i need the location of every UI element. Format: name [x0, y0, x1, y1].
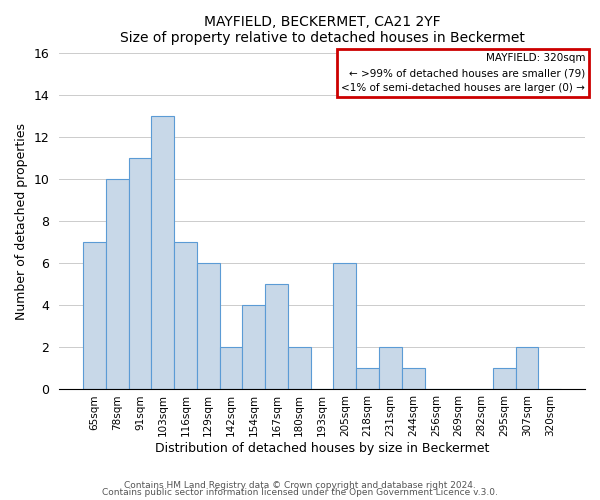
- Bar: [515, 348, 538, 390]
- Bar: [242, 306, 265, 390]
- Bar: [265, 284, 288, 390]
- Text: Contains public sector information licensed under the Open Government Licence v.: Contains public sector information licen…: [102, 488, 498, 497]
- Bar: [356, 368, 379, 390]
- Bar: [334, 264, 356, 390]
- Text: Contains HM Land Registry data © Crown copyright and database right 2024.: Contains HM Land Registry data © Crown c…: [124, 480, 476, 490]
- Bar: [83, 242, 106, 390]
- X-axis label: Distribution of detached houses by size in Beckermet: Distribution of detached houses by size …: [155, 442, 489, 455]
- Bar: [106, 180, 128, 390]
- Bar: [402, 368, 425, 390]
- Bar: [197, 264, 220, 390]
- Bar: [128, 158, 151, 390]
- Bar: [288, 348, 311, 390]
- Text: MAYFIELD: 320sqm
← >99% of detached houses are smaller (79)
<1% of semi-detached: MAYFIELD: 320sqm ← >99% of detached hous…: [341, 54, 585, 93]
- Bar: [174, 242, 197, 390]
- Bar: [220, 348, 242, 390]
- Y-axis label: Number of detached properties: Number of detached properties: [15, 123, 28, 320]
- Title: MAYFIELD, BECKERMET, CA21 2YF
Size of property relative to detached houses in Be: MAYFIELD, BECKERMET, CA21 2YF Size of pr…: [119, 15, 524, 45]
- Bar: [379, 348, 402, 390]
- Bar: [493, 368, 515, 390]
- Bar: [151, 116, 174, 390]
